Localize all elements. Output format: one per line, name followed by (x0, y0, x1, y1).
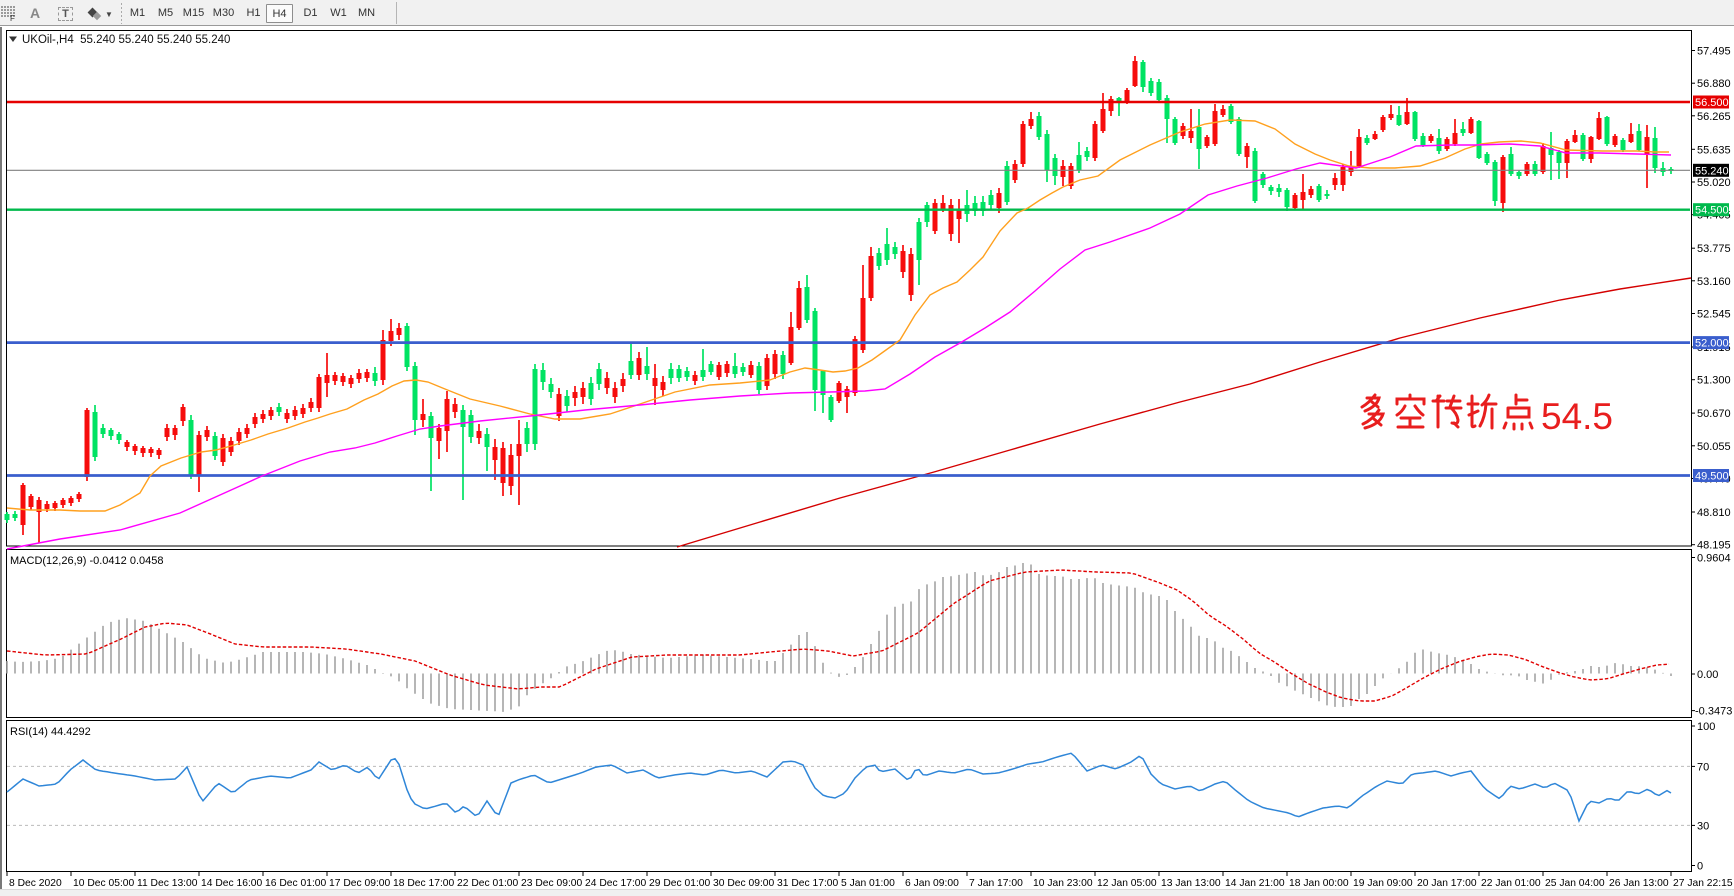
svg-text:52.000: 52.000 (1695, 338, 1729, 350)
svg-text:50.670: 50.670 (1697, 408, 1731, 420)
svg-text:MACD(12,26,9) -0.0412 0.0458: MACD(12,26,9) -0.0412 0.0458 (10, 555, 163, 567)
svg-text:8 Dec 2020: 8 Dec 2020 (9, 878, 62, 889)
svg-text:19 Jan 09:00: 19 Jan 09:00 (1353, 878, 1413, 889)
svg-text:25 Jan 04:00: 25 Jan 04:00 (1545, 878, 1605, 889)
svg-text:10 Jan 23:00: 10 Jan 23:00 (1033, 878, 1093, 889)
svg-text:56.500: 56.500 (1695, 97, 1729, 109)
svg-text:26 Jan 13:00: 26 Jan 13:00 (1609, 878, 1669, 889)
svg-text:23 Dec 09:00: 23 Dec 09:00 (521, 878, 583, 889)
svg-text:49.500: 49.500 (1695, 471, 1729, 483)
svg-text:-0.3473: -0.3473 (1695, 706, 1732, 718)
svg-text:57.495: 57.495 (1697, 46, 1731, 58)
svg-text:56.265: 56.265 (1697, 111, 1731, 123)
svg-text:5 Jan 01:00: 5 Jan 01:00 (841, 878, 895, 889)
svg-text:12 Jan 05:00: 12 Jan 05:00 (1097, 878, 1157, 889)
svg-text:31 Dec 17:00: 31 Dec 17:00 (777, 878, 839, 889)
svg-text:14 Dec 16:00: 14 Dec 16:00 (201, 878, 263, 889)
svg-text:16 Dec 01:00: 16 Dec 01:00 (265, 878, 327, 889)
svg-text:22 Jan 01:00: 22 Jan 01:00 (1481, 878, 1541, 889)
svg-text:0: 0 (1697, 861, 1703, 873)
svg-text:30 Dec 09:00: 30 Dec 09:00 (713, 878, 775, 889)
svg-text:11 Dec 13:00: 11 Dec 13:00 (137, 878, 198, 889)
svg-text:13 Jan 13:00: 13 Jan 13:00 (1161, 878, 1221, 889)
svg-text:56.880: 56.880 (1697, 78, 1731, 90)
svg-text:20 Jan 17:00: 20 Jan 17:00 (1417, 878, 1477, 889)
svg-text:22 Dec 01:00: 22 Dec 01:00 (457, 878, 519, 889)
svg-text:14 Jan 21:00: 14 Jan 21:00 (1225, 878, 1285, 889)
svg-text:30: 30 (1697, 820, 1709, 832)
svg-text:0.9604: 0.9604 (1697, 553, 1731, 565)
svg-text:55.240: 55.240 (1695, 165, 1729, 177)
svg-text:48.810: 48.810 (1697, 507, 1731, 519)
svg-text:48.195: 48.195 (1697, 540, 1731, 552)
svg-text:55.020: 55.020 (1697, 177, 1731, 189)
svg-text:70: 70 (1697, 761, 1709, 773)
svg-text:24 Dec 17:00: 24 Dec 17:00 (585, 878, 647, 889)
svg-text:6 Jan 09:00: 6 Jan 09:00 (905, 878, 959, 889)
svg-text:RSI(14) 44.4292: RSI(14) 44.4292 (10, 726, 91, 738)
svg-text:29 Dec 01:00: 29 Dec 01:00 (649, 878, 711, 889)
svg-text:100: 100 (1697, 721, 1715, 733)
svg-text:F: F (10, 14, 15, 22)
svg-text:53.775: 53.775 (1697, 243, 1731, 255)
svg-text:51.300: 51.300 (1697, 375, 1731, 387)
svg-text:53.160: 53.160 (1697, 276, 1731, 288)
svg-text:UKOil-,H4 55.240 55.240 55.24: UKOil-,H4 55.240 55.240 55.240 55.240 (22, 34, 230, 46)
svg-text:0.00: 0.00 (1697, 669, 1718, 681)
svg-text:54.500: 54.500 (1695, 205, 1729, 217)
svg-text:18 Dec 17:00: 18 Dec 17:00 (393, 878, 455, 889)
svg-text:7 Jan 17:00: 7 Jan 17:00 (969, 878, 1023, 889)
svg-text:17 Dec 09:00: 17 Dec 09:00 (329, 878, 391, 889)
svg-text:54.5: 54.5 (1541, 396, 1613, 437)
svg-text:52.545: 52.545 (1697, 309, 1731, 321)
svg-text:10 Dec 05:00: 10 Dec 05:00 (73, 878, 135, 889)
svg-text:55.635: 55.635 (1697, 144, 1731, 156)
svg-text:27 Jan 22:15: 27 Jan 22:15 (1673, 878, 1733, 889)
svg-text:18 Jan 00:00: 18 Jan 00:00 (1289, 878, 1349, 889)
svg-text:50.055: 50.055 (1697, 441, 1731, 453)
